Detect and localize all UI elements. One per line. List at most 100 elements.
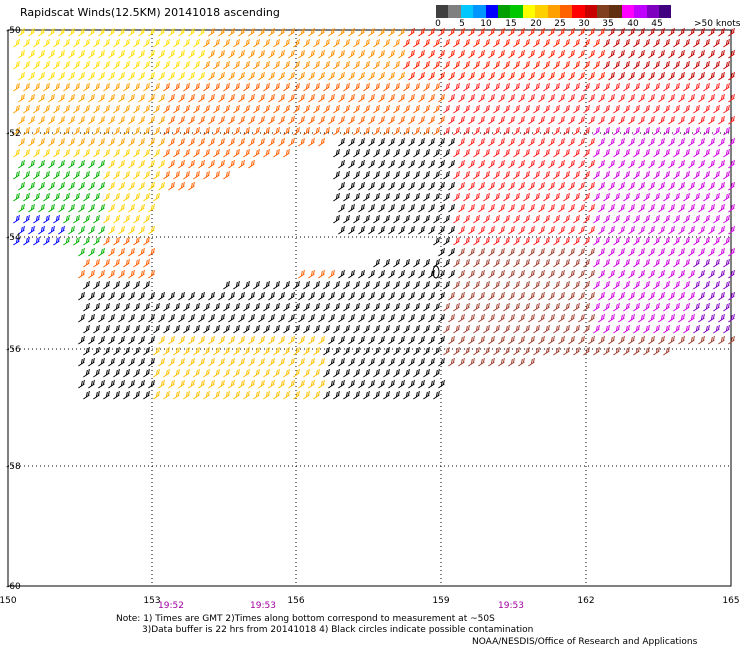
wind-barb (168, 137, 175, 147)
wind-barb (683, 170, 690, 180)
wind-barb (208, 115, 215, 125)
wind-barb (673, 258, 680, 268)
wind-barb (238, 357, 245, 367)
wind-barb (423, 104, 430, 114)
wind-barb (398, 93, 405, 103)
wind-barb (383, 302, 390, 312)
wind-barb (458, 247, 465, 257)
wind-barb (478, 335, 485, 345)
wind-barb (448, 313, 455, 323)
wind-barb (163, 104, 170, 114)
wind-barb (358, 181, 365, 191)
wind-barb (263, 126, 270, 136)
wind-barb (253, 346, 260, 356)
wind-barb (218, 115, 225, 125)
wind-barb (308, 335, 315, 345)
wind-barb (478, 181, 485, 191)
wind-barb (553, 258, 560, 268)
wind-barb (88, 357, 95, 367)
wind-barb (683, 38, 690, 48)
wind-barb (538, 27, 545, 37)
wind-barb (313, 368, 320, 378)
wind-barb (543, 346, 550, 356)
wind-barb (503, 126, 510, 136)
wind-barb (113, 368, 120, 378)
wind-barb (128, 49, 135, 59)
wind-barb (353, 214, 360, 224)
wind-barb (628, 93, 635, 103)
wind-barb (648, 225, 655, 235)
wind-barb (538, 247, 545, 257)
wind-barb (623, 104, 630, 114)
wind-barb (43, 38, 50, 48)
wind-barb (498, 291, 505, 301)
wind-barb (473, 258, 480, 268)
wind-barb (713, 280, 720, 290)
wind-barb (323, 302, 330, 312)
wind-barb (603, 82, 610, 92)
wind-barb (398, 269, 405, 279)
wind-barb (693, 280, 700, 290)
wind-barb (693, 170, 700, 180)
wind-barb (153, 38, 160, 48)
wind-barb (598, 181, 605, 191)
wind-barb (343, 214, 350, 224)
wind-barb (628, 159, 635, 169)
wind-barb (478, 49, 485, 59)
wind-barb (343, 192, 350, 202)
wind-barb (318, 27, 325, 37)
wind-barb (508, 313, 515, 323)
wind-barb (218, 159, 225, 169)
wind-barb (373, 258, 380, 268)
wind-barb (193, 148, 200, 158)
wind-barb (178, 357, 185, 367)
wind-barb (573, 192, 580, 202)
latitude-label: -58 (6, 462, 21, 472)
wind-barb (23, 192, 30, 202)
wind-barb (318, 269, 325, 279)
wind-barb (223, 60, 230, 70)
wind-barb (583, 346, 590, 356)
wind-barb (718, 115, 725, 125)
wind-barb (113, 280, 120, 290)
wind-barb (78, 247, 85, 257)
wind-barb (398, 357, 405, 367)
wind-barb (598, 159, 605, 169)
wind-barb (143, 302, 150, 312)
wind-barb (528, 71, 535, 81)
wind-barb (553, 214, 560, 224)
wind-barb (458, 203, 465, 213)
wind-barb (218, 357, 225, 367)
wind-barb (148, 49, 155, 59)
wind-barb (713, 258, 720, 268)
wind-barb (98, 335, 105, 345)
wind-barb (448, 335, 455, 345)
legend-tick-label: 5 (459, 19, 465, 29)
wind-barb (558, 181, 565, 191)
wind-barb (368, 93, 375, 103)
wind-barb (478, 225, 485, 235)
wind-barb (583, 302, 590, 312)
wind-barb (203, 324, 210, 334)
wind-barb (628, 247, 635, 257)
wind-barb (48, 27, 55, 37)
wind-barb (628, 71, 635, 81)
wind-barb (53, 236, 60, 246)
wind-barb (248, 49, 255, 59)
wind-barb (503, 236, 510, 246)
wind-barb (668, 203, 675, 213)
wind-barb (443, 192, 450, 202)
wind-barb (603, 38, 610, 48)
wind-barb (603, 324, 610, 334)
wind-barb (463, 148, 470, 158)
wind-barb (383, 82, 390, 92)
wind-barb (358, 27, 365, 37)
wind-barb (258, 379, 265, 389)
wind-barb (18, 225, 25, 235)
wind-barb (88, 335, 95, 345)
wind-barb (78, 335, 85, 345)
wind-barb (53, 148, 60, 158)
wind-barb (398, 379, 405, 389)
wind-barb (163, 324, 170, 334)
wind-barb (578, 313, 585, 323)
